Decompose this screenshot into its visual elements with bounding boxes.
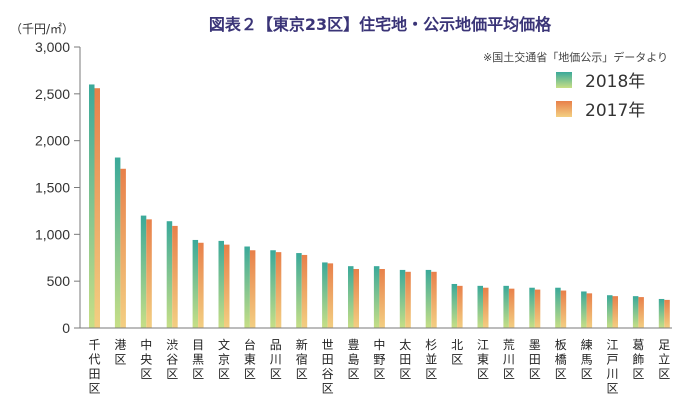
legend-label-2017: 2017年 xyxy=(585,101,645,121)
bar-2018 xyxy=(114,157,121,328)
bar-2018 xyxy=(270,250,276,328)
legend: 2018年 2017年 xyxy=(556,72,645,121)
bar-2018 xyxy=(348,266,354,328)
bar-2017 xyxy=(327,263,334,328)
x-tick-label: 千代田区 xyxy=(88,338,100,396)
bar-2018 xyxy=(140,215,147,328)
x-tick-label: 中野区 xyxy=(373,337,385,381)
bar-2018 xyxy=(607,295,613,328)
bar-2017 xyxy=(586,293,593,328)
x-tick-label: 練馬区 xyxy=(581,338,593,381)
bar-2018 xyxy=(658,298,665,328)
x-tick-label: 新宿区 xyxy=(296,337,308,381)
bar-2017 xyxy=(534,289,541,328)
bar-2017 xyxy=(664,299,670,328)
bar-2017 xyxy=(120,168,126,328)
bar-2017 xyxy=(560,290,567,328)
x-tick-label: 世田谷区 xyxy=(322,338,334,396)
bar-2017 xyxy=(224,244,230,328)
y-axis: 0 500 1,000 1,500 2,000 2,500 3,000 xyxy=(35,39,81,336)
y-tick-label: 0 xyxy=(62,320,70,336)
y-axis-unit-label: （千円/㎡） xyxy=(10,22,74,36)
bar-2017 xyxy=(94,88,100,328)
legend-label-2018: 2018年 xyxy=(585,72,645,92)
y-tick-label: 1,500 xyxy=(35,180,70,196)
bar-2017 xyxy=(249,250,256,328)
bar-2017 xyxy=(638,297,644,328)
x-tick-label: 中央区 xyxy=(140,337,152,381)
x-tick-label: 荒川区 xyxy=(503,338,515,381)
bar-2017 xyxy=(275,252,282,328)
bar-2018 xyxy=(322,262,328,328)
bar-2018 xyxy=(399,269,406,328)
source-note: ※国土交通省「地価公示」データより xyxy=(483,50,668,64)
x-tick-label: 豊島区 xyxy=(347,338,359,381)
chart-title: 図表２【東京23区】住宅地・公示地価平均価格 xyxy=(209,15,552,34)
x-tick-label: 葛飾区 xyxy=(632,338,644,381)
bar-2018 xyxy=(373,266,380,328)
bar-2018 xyxy=(218,240,224,328)
bar-2018 xyxy=(192,239,199,328)
x-tick-label: 品川区 xyxy=(270,338,282,381)
y-tick-label: 2,500 xyxy=(35,86,70,102)
x-tick-label: 太田区 xyxy=(399,337,411,381)
bar-2017 xyxy=(172,225,178,328)
y-tick-label: 1,000 xyxy=(35,226,70,242)
bar-2018 xyxy=(529,287,535,328)
bar-2017 xyxy=(146,219,152,328)
bar-2018 xyxy=(581,291,587,328)
bar-2017 xyxy=(198,242,204,328)
bar-2018 xyxy=(503,285,509,328)
legend-swatch-2017 xyxy=(556,101,572,117)
x-tick-label: 足立区 xyxy=(658,338,670,381)
bar-2018 xyxy=(89,84,95,328)
bar-2018 xyxy=(166,221,173,328)
x-axis: 千代田区 港区 中央区 渋谷区 目黒区 文京区 台東区 品川区 新宿区 世田谷区 豊島区 中野区 太田区… xyxy=(80,327,672,396)
x-tick-label: 渋谷区 xyxy=(166,338,178,381)
x-tick-label: 目黒区 xyxy=(192,338,204,381)
legend-swatch-2018 xyxy=(556,72,572,88)
bar-2018 xyxy=(632,296,639,328)
y-tick-label: 500 xyxy=(47,273,71,289)
bar-2018 xyxy=(451,283,458,328)
bar-2017 xyxy=(301,254,308,328)
bar-2017 xyxy=(379,268,385,328)
x-tick-label: 港区 xyxy=(114,338,126,367)
x-tick-label: 北区 xyxy=(451,338,463,367)
x-tick-label: 江東区 xyxy=(477,338,489,381)
x-tick-label: 板橋区 xyxy=(555,338,567,381)
bar-2018 xyxy=(425,269,432,328)
bar-2018 xyxy=(296,253,302,328)
y-tick-label: 2,000 xyxy=(35,133,70,149)
x-tick-label: 文京区 xyxy=(218,337,230,381)
bar-2017 xyxy=(353,268,359,328)
bar-2018 xyxy=(555,287,561,328)
x-tick-label: 江戸川区 xyxy=(606,338,618,396)
bar-2017 xyxy=(612,296,618,328)
bar-2017 xyxy=(508,288,515,328)
bar-2017 xyxy=(405,271,411,328)
bar-2018 xyxy=(477,285,483,328)
x-tick-label: 台東区 xyxy=(244,337,256,381)
x-tick-label: 墨田区 xyxy=(529,338,541,381)
x-tick-label: 杉並区 xyxy=(425,338,437,381)
bars xyxy=(89,84,670,328)
bar-2017 xyxy=(483,287,489,328)
bar-2018 xyxy=(244,246,250,328)
bar-2017 xyxy=(431,271,437,328)
y-tick-label: 3,000 xyxy=(35,39,70,55)
bar-2017 xyxy=(457,285,463,328)
